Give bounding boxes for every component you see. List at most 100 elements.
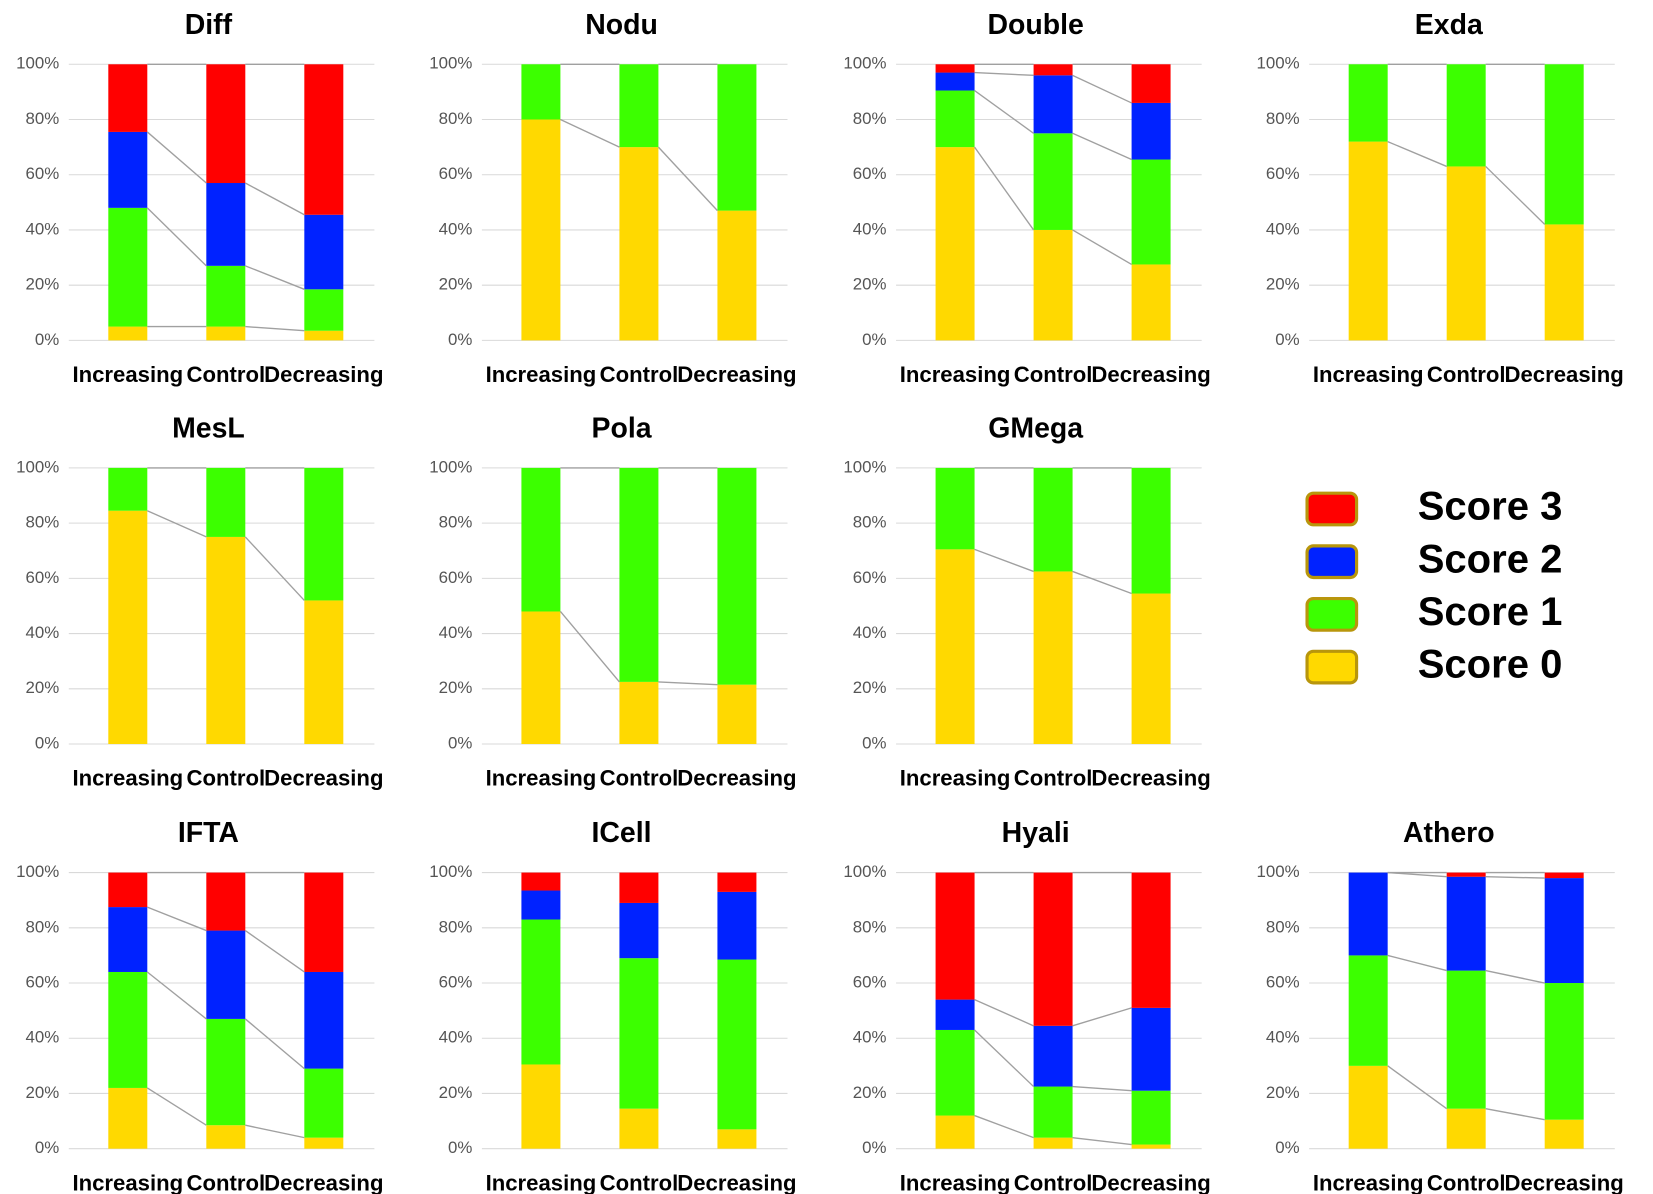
legend-swatch	[1305, 597, 1359, 632]
y-tick-label: 20%	[853, 678, 887, 697]
bar-segment	[108, 907, 148, 972]
y-tick-label: 80%	[26, 917, 60, 936]
bar-segment	[108, 971, 148, 1088]
bar-segment	[304, 872, 344, 972]
connector-line	[1072, 74, 1132, 104]
legend-label: Score 1	[1418, 590, 1563, 634]
bar-segment	[521, 467, 561, 612]
connector-line	[147, 510, 207, 538]
connector-line	[1387, 871, 1447, 878]
legend-swatch	[1305, 544, 1359, 580]
bar-segment	[1033, 467, 1073, 572]
bar-segment	[304, 467, 344, 601]
y-tick-label: 100%	[1257, 54, 1300, 73]
x-tick-label: Control	[1014, 766, 1093, 791]
bar-segment	[717, 959, 757, 1130]
bar-segment	[1131, 1007, 1171, 1091]
connector-line	[974, 71, 1034, 77]
connector-line	[1485, 876, 1545, 879]
x-tick-label: Control	[1427, 362, 1506, 387]
chart-title: Diff	[185, 9, 233, 41]
connector-line	[147, 906, 207, 932]
bar-segment	[1033, 571, 1073, 745]
y-tick-label: 60%	[26, 568, 60, 587]
y-tick-label: 100%	[843, 54, 886, 73]
bar-segment	[1446, 872, 1486, 877]
bar-segment	[1033, 1086, 1073, 1138]
bar-segment	[206, 1018, 246, 1126]
chart-title: Exda	[1415, 9, 1483, 41]
y-tick-label: 0%	[862, 733, 886, 752]
legend-label: Score 0	[1418, 643, 1563, 687]
x-tick-label: Decreasing	[1091, 1170, 1210, 1194]
y-tick-label: 80%	[1266, 917, 1300, 936]
bar-segment	[619, 147, 659, 341]
y-tick-label: 0%	[448, 330, 472, 349]
bar-segment	[717, 1129, 757, 1149]
connector-line	[657, 146, 718, 212]
bar-segment	[717, 64, 757, 211]
y-tick-label: 100%	[16, 457, 59, 476]
bar-segment	[1544, 224, 1584, 341]
bar-segment	[1131, 1144, 1171, 1149]
bar-segment	[1131, 593, 1171, 745]
connector-line	[559, 611, 620, 683]
bar-segment	[1131, 467, 1171, 594]
connector-line	[560, 118, 620, 148]
bar-segment	[521, 119, 561, 341]
bar-segment	[619, 681, 659, 745]
connector-line	[146, 971, 207, 1020]
y-tick-label: 0%	[448, 733, 472, 752]
connector-line	[146, 207, 207, 267]
bar-segment	[108, 326, 148, 341]
bar-segment	[206, 326, 246, 341]
x-tick-label: Increasing	[1313, 362, 1424, 387]
connector-line	[1485, 1107, 1545, 1121]
bar-segment	[619, 1108, 659, 1149]
x-tick-label: Control	[186, 766, 265, 791]
y-tick-label: 60%	[1266, 972, 1300, 991]
y-tick-label: 40%	[1266, 1028, 1300, 1047]
x-tick-label: Decreasing	[264, 766, 383, 791]
y-tick-label: 0%	[1275, 1138, 1299, 1157]
x-tick-label: Control	[1427, 1170, 1506, 1194]
connector-line	[146, 131, 207, 184]
y-tick-label: 80%	[439, 109, 473, 128]
bar-segment	[1033, 872, 1073, 1026]
connector-line	[1072, 1007, 1132, 1027]
bar-segment	[1033, 1025, 1073, 1087]
bar-segment	[935, 872, 975, 1000]
y-tick-label: 60%	[1266, 164, 1300, 183]
y-tick-label: 20%	[1266, 1083, 1300, 1102]
connector-line	[244, 930, 305, 973]
y-tick-label: 20%	[853, 275, 887, 294]
connector-line	[974, 1114, 1034, 1139]
x-tick-label: Increasing	[72, 1170, 183, 1194]
bar-segment	[1348, 872, 1388, 956]
bar-segment	[206, 930, 246, 1019]
x-tick-label: Increasing	[72, 362, 183, 387]
bar-segment	[108, 510, 148, 745]
chart-title: Athero	[1403, 817, 1495, 849]
x-tick-label: Control	[600, 362, 679, 387]
bar-segment	[935, 549, 975, 745]
x-tick-label: Decreasing	[1091, 362, 1210, 387]
chart-title: Hyali	[1002, 817, 1070, 849]
bar-segment	[304, 1068, 344, 1138]
y-tick-label: 80%	[26, 109, 60, 128]
y-tick-label: 0%	[862, 330, 886, 349]
chart-title: Pola	[591, 412, 651, 444]
connector-line	[658, 681, 718, 686]
bar-segment	[717, 872, 757, 892]
y-tick-label: 80%	[26, 513, 60, 532]
y-tick-label: 60%	[853, 568, 887, 587]
chart-title: Nodu	[585, 9, 658, 41]
bar-segment	[1446, 876, 1486, 971]
x-tick-label: Decreasing	[1505, 1170, 1624, 1194]
y-tick-label: 0%	[35, 330, 59, 349]
bar-segment	[521, 872, 561, 891]
y-tick-label: 0%	[448, 1138, 472, 1157]
legend-swatch	[1305, 491, 1359, 527]
bar-segment	[619, 872, 659, 903]
